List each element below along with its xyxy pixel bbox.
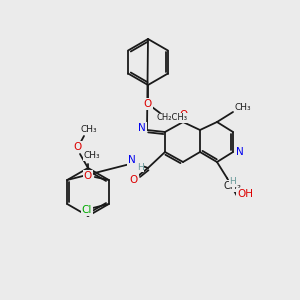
Text: CH₃: CH₃ [81,125,97,134]
Text: CH₃: CH₃ [235,103,251,112]
Text: N: N [138,123,146,133]
Text: O: O [144,99,152,109]
Text: N: N [128,155,136,165]
Text: H: H [136,163,143,172]
Text: O: O [180,110,188,120]
Text: O: O [74,142,82,152]
Text: O: O [130,175,138,185]
Text: H: H [230,178,236,187]
Text: OH: OH [237,189,253,199]
Text: N: N [236,147,244,157]
Text: O: O [84,171,92,181]
Text: CH₂CH₃: CH₂CH₃ [157,113,188,122]
Text: CH₂: CH₂ [223,181,241,191]
Text: CH₃: CH₃ [83,152,100,160]
Text: Cl: Cl [82,205,92,215]
